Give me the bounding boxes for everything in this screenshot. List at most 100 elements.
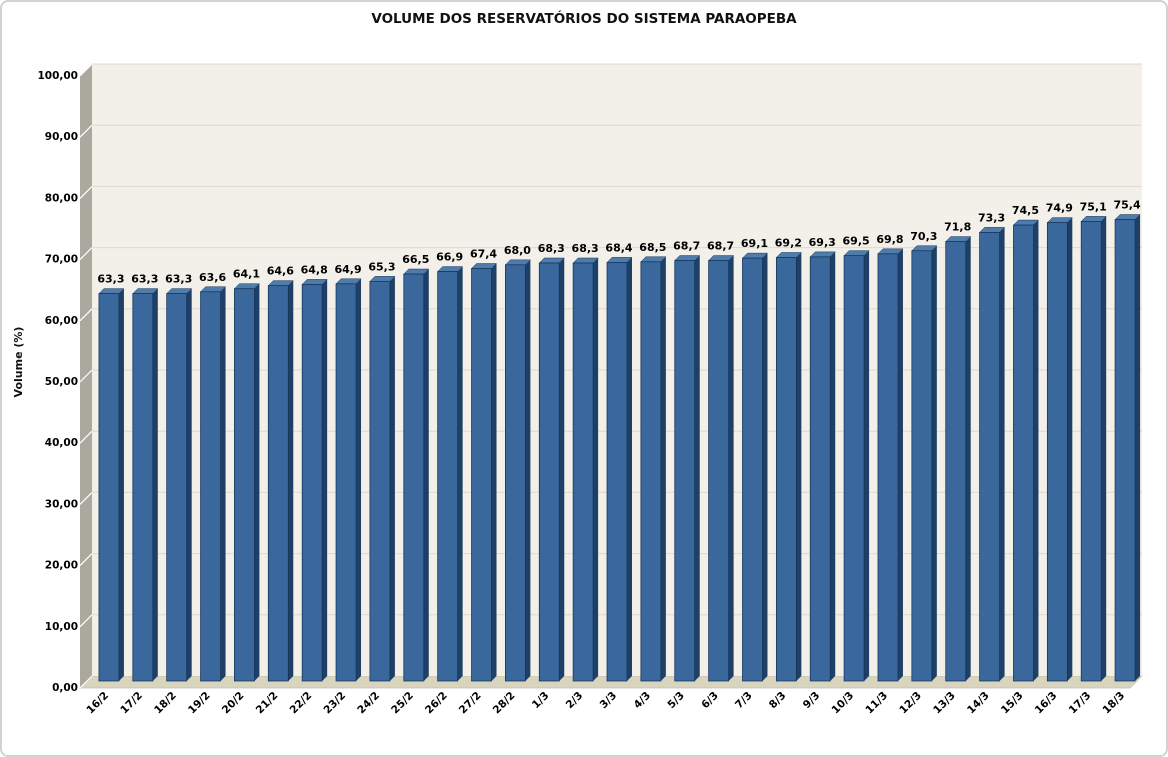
bar-value-label: 64,6: [267, 265, 294, 278]
bar: [775, 257, 797, 682]
y-axis-tick: [79, 247, 93, 261]
bar-value-label: 65,3: [368, 260, 395, 273]
bar-side-face: [118, 288, 124, 681]
bar-side-face: [389, 276, 395, 681]
x-axis-label: 13/3: [931, 690, 958, 717]
bar-value-label: 69,3: [809, 236, 836, 249]
bar: [471, 268, 492, 682]
x-axis-label: 27/2: [457, 690, 484, 717]
bar-side-face: [1135, 214, 1141, 681]
x-axis-label: 2/3: [564, 690, 586, 712]
bar: [674, 260, 696, 682]
bar-value-label: 64,8: [301, 263, 328, 276]
bar-value-label: 71,8: [944, 221, 971, 234]
bar: [538, 262, 560, 682]
x-axis-label: 20/2: [220, 690, 247, 717]
bar-side-face: [864, 250, 870, 681]
y-axis-tick-label: 80,00: [45, 192, 78, 204]
y-axis-tick-label: 20,00: [45, 560, 78, 572]
bar-value-label: 63,6: [199, 271, 226, 284]
bar: [640, 261, 662, 682]
bar-side-face: [694, 255, 700, 681]
bar-value-label: 67,4: [470, 248, 497, 261]
y-axis-tick: [79, 63, 93, 77]
bar-value-label: 68,7: [673, 240, 700, 253]
x-axis-label: 16/2: [84, 690, 111, 717]
bar-value-label: 68,4: [605, 241, 632, 254]
bar-value-label: 68,3: [538, 242, 565, 255]
bar-value-label: 68,5: [639, 241, 666, 254]
bar-value-label: 75,1: [1080, 200, 1107, 213]
y-axis-tick-label: 70,00: [45, 254, 78, 266]
bar-value-label: 69,8: [876, 233, 903, 246]
bar-side-face: [322, 279, 328, 681]
bar: [1080, 221, 1102, 682]
x-axis-label: 11/3: [863, 690, 890, 717]
y-axis-tick-label: 30,00: [45, 498, 78, 510]
bar: [267, 285, 289, 682]
bar-value-label: 69,1: [741, 237, 768, 250]
x-axis-label: 12/3: [897, 690, 924, 717]
bar: [335, 283, 357, 682]
y-axis-tick-label: 100,00: [37, 70, 78, 82]
bar: [1114, 219, 1136, 682]
x-axis-label: 23/2: [321, 690, 348, 717]
bar: [200, 291, 221, 682]
y-axis-tick-label: 50,00: [45, 376, 78, 388]
bar-value-label: 69,5: [843, 235, 870, 248]
bar-side-face: [728, 255, 734, 681]
bar: [132, 293, 154, 682]
y-axis-tick: [79, 491, 93, 505]
bar-value-label: 74,9: [1046, 202, 1073, 215]
x-axis-label: 22/2: [288, 690, 315, 717]
bar-value-label: 66,5: [402, 253, 429, 266]
bar-side-face: [999, 227, 1005, 682]
x-axis-label: 5/3: [665, 690, 687, 712]
x-axis-label: 21/2: [254, 690, 281, 717]
bar-side-face: [897, 248, 903, 681]
bar: [945, 241, 967, 682]
y-axis-tick-label: 10,00: [45, 621, 78, 633]
x-axis-label: 25/2: [389, 690, 416, 717]
x-axis-label: 19/2: [186, 690, 213, 717]
x-axis-label: 17/3: [1067, 690, 1094, 717]
y-axis-tick: [79, 308, 93, 322]
bar: [234, 288, 255, 682]
bar: [98, 293, 120, 682]
x-axis-label: 14/3: [965, 690, 992, 717]
bar-value-label: 64,1: [233, 268, 260, 281]
y-axis-tick: [79, 675, 93, 689]
bar: [403, 273, 425, 682]
bar-side-face: [796, 252, 802, 681]
x-axis-label: 9/3: [801, 690, 823, 712]
x-axis-label: 15/3: [999, 690, 1026, 717]
x-axis-label: 28/2: [491, 690, 518, 717]
bar-side-face: [288, 280, 294, 681]
x-axis-label: 17/2: [118, 690, 145, 717]
x-axis-label: 6/3: [699, 690, 721, 712]
y-axis-tick: [79, 185, 93, 199]
bar-side-face: [965, 236, 971, 682]
bar: [809, 256, 831, 682]
y-axis-tick-label: 0,00: [52, 682, 78, 694]
bar-value-label: 74,5: [1012, 204, 1039, 217]
bar-side-face: [660, 256, 666, 681]
bar-side-face: [254, 283, 260, 681]
y-axis-tick: [79, 369, 93, 383]
bar-value-label: 73,3: [978, 211, 1005, 224]
y-axis-tick: [79, 614, 93, 628]
bar-side-face: [457, 266, 463, 681]
bar-value-label: 64,9: [334, 263, 361, 276]
bar-side-face: [423, 269, 429, 681]
bar: [437, 271, 459, 682]
bar: [301, 284, 323, 682]
bar-side-face: [762, 253, 768, 681]
y-axis-tick-label: 60,00: [45, 315, 78, 327]
bar-side-face: [931, 245, 937, 681]
bar-value-label: 66,9: [436, 251, 463, 264]
bar-side-face: [186, 288, 192, 681]
bar: [877, 253, 899, 682]
bar-side-face: [356, 278, 362, 681]
y-axis-tick: [79, 430, 93, 444]
